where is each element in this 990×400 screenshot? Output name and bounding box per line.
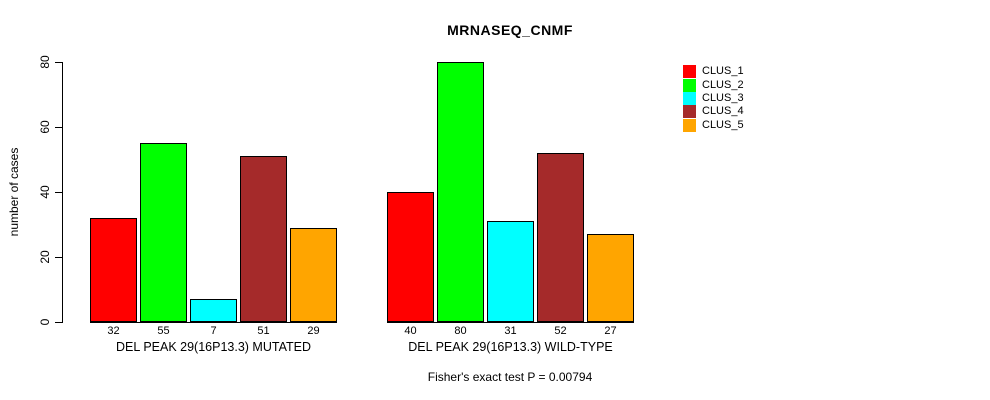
legend-label: CLUS_2 (702, 78, 744, 91)
legend-label: CLUS_3 (702, 91, 744, 104)
legend-item: CLUS_2 (683, 78, 744, 92)
bar-clus_2 (437, 62, 484, 322)
y-tick-label: 60 (38, 120, 52, 134)
y-tick-mark (55, 257, 63, 258)
legend-swatch-clus_5 (683, 118, 696, 132)
bar-clus_5 (587, 234, 634, 322)
y-tick-label: 20 (38, 250, 52, 264)
y-tick-label: 40 (38, 185, 52, 199)
y-axis-label: number of cases (7, 147, 21, 237)
x-axis-baseline (90, 322, 337, 323)
y-tick-mark (55, 192, 63, 193)
y-tick-mark (55, 322, 63, 323)
bar-value-label: 27 (604, 325, 617, 337)
bar-clus_4 (240, 156, 287, 322)
bar-clus_5 (290, 228, 337, 322)
chart-title: MRNASEQ_CNMF (447, 22, 573, 38)
bar-value-label: 31 (504, 325, 517, 337)
bar-clus_3 (487, 221, 534, 322)
bar-value-label: 51 (257, 325, 270, 337)
legend-swatch-clus_2 (683, 78, 696, 92)
bar-clus_3 (190, 299, 237, 322)
bar-clus_4 (537, 153, 584, 322)
legend: CLUS_1 CLUS_2 CLUS_3 CLUS_4 CLUS_5 (683, 65, 744, 132)
bar-value-label: 7 (210, 325, 217, 337)
legend-item: CLUS_5 (683, 118, 744, 132)
x-axis-baseline (387, 322, 634, 323)
legend-item: CLUS_3 (683, 91, 744, 105)
group-label: DEL PEAK 29(16P13.3) WILD-TYPE (408, 340, 613, 354)
legend-item: CLUS_4 (683, 105, 744, 119)
legend-swatch-clus_1 (683, 65, 696, 79)
bar-value-label: 80 (454, 325, 467, 337)
y-tick-label: 0 (38, 318, 52, 326)
bar-value-label: 52 (554, 325, 567, 337)
legend-item: CLUS_1 (683, 65, 744, 79)
bar-value-label: 55 (157, 325, 170, 337)
y-tick-mark (55, 127, 63, 128)
group-label: DEL PEAK 29(16P13.3) MUTATED (116, 340, 311, 354)
y-tick-mark (55, 62, 63, 63)
legend-label: CLUS_5 (702, 118, 744, 131)
legend-label: CLUS_1 (702, 65, 744, 78)
legend-swatch-clus_4 (683, 105, 696, 119)
bar-clus_1 (387, 192, 434, 322)
legend-label: CLUS_4 (702, 105, 744, 118)
fisher-test-annotation: Fisher's exact test P = 0.00794 (427, 370, 593, 384)
bar-clus_2 (140, 143, 187, 322)
bar-value-label: 32 (107, 325, 120, 337)
bar-clus_1 (90, 218, 137, 322)
bar-value-label: 40 (404, 325, 417, 337)
legend-swatch-clus_3 (683, 91, 696, 105)
bar-value-label: 29 (307, 325, 320, 337)
y-tick-label: 80 (38, 55, 52, 69)
